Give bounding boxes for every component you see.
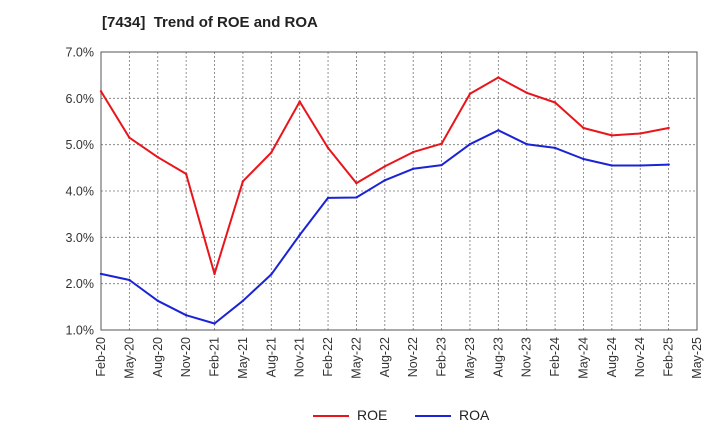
roe-point: [582, 126, 585, 130]
roa-point: [411, 167, 415, 170]
legend-label-roa: ROA: [459, 407, 490, 423]
roa-point: [667, 163, 670, 166]
roa-point: [610, 164, 614, 167]
roa-point: [553, 146, 557, 150]
roe-point: [241, 180, 245, 183]
roe-point: [468, 92, 472, 95]
x-tick-label: May-20: [122, 337, 136, 379]
roe-point: [128, 136, 131, 139]
roa-point: [184, 313, 188, 317]
roa-point: [298, 233, 301, 237]
chart-title: [7434] Trend of ROE and ROA: [102, 14, 318, 31]
x-tick-label: Aug-23: [491, 337, 505, 377]
x-tick-label: Feb-20: [94, 337, 108, 377]
roe-point: [156, 155, 159, 159]
x-tick-label: Feb-24: [548, 337, 562, 377]
plot-area: [100, 51, 698, 331]
legend: ROE ROA: [0, 404, 720, 428]
y-tick-label: 6.0%: [66, 92, 95, 106]
y-tick-label: 5.0%: [66, 138, 95, 152]
x-tick-label: Feb-25: [662, 337, 676, 377]
y-tick-label: 1.0%: [66, 324, 95, 338]
roe-point: [213, 272, 216, 276]
roa-point: [525, 143, 528, 146]
x-tick-label: Nov-22: [406, 337, 420, 377]
x-tick-label: Nov-20: [179, 337, 193, 377]
roe-point: [610, 134, 614, 137]
roa-point: [639, 164, 642, 167]
roa-point: [270, 273, 273, 276]
roe-point: [411, 150, 415, 154]
x-tick-label: Feb-22: [321, 337, 335, 377]
roe-point: [525, 91, 528, 94]
roe-point: [184, 172, 188, 176]
roe-point: [667, 126, 670, 130]
x-tick-label: May-25: [690, 337, 704, 379]
roa-point: [128, 278, 131, 282]
roe-point: [440, 142, 443, 145]
legend-swatch-roa: [415, 415, 451, 417]
roe-point: [553, 101, 557, 104]
roe-point: [326, 146, 330, 150]
x-tick-label: Aug-20: [151, 337, 165, 377]
grid: [101, 52, 697, 330]
roa-point: [440, 163, 443, 167]
roe-point: [355, 181, 358, 185]
x-tick-label: Aug-22: [378, 337, 392, 377]
roa-point: [99, 272, 103, 276]
x-tick-label: Feb-23: [435, 337, 449, 377]
roa-point: [383, 179, 387, 182]
roa-point: [582, 157, 585, 161]
x-tick-label: Nov-24: [633, 337, 647, 377]
roa-point: [355, 196, 358, 199]
legend-label-roe: ROE: [357, 407, 388, 423]
legend-swatch-roe: [313, 415, 349, 417]
roa-point: [241, 299, 245, 303]
roe-point: [639, 132, 642, 135]
x-tick-label: May-22: [349, 337, 363, 379]
y-tick-label: 2.0%: [66, 277, 95, 291]
x-tick-label: Feb-21: [208, 337, 222, 377]
y-axis: 1.0% 2.0% 3.0% 4.0% 5.0% 6.0% 7.0%: [66, 46, 95, 338]
roa-point: [213, 322, 216, 325]
x-tick-label: May-21: [236, 337, 250, 379]
y-tick-label: 7.0%: [66, 46, 95, 60]
roa-point: [468, 143, 472, 146]
roa-point: [497, 129, 500, 132]
roe-point: [99, 90, 103, 93]
roe-point: [270, 151, 273, 154]
x-tick-label: Aug-24: [605, 337, 619, 377]
x-axis: Feb-20 May-20 Aug-20 Nov-20 Feb-21 May-21 Aug-…: [94, 337, 704, 379]
roe-point: [383, 165, 387, 168]
x-tick-label: Aug-21: [264, 337, 278, 377]
roa-point: [156, 299, 159, 303]
x-tick-label: Nov-23: [520, 337, 534, 377]
y-tick-label: 3.0%: [66, 231, 95, 245]
roe-point: [497, 76, 500, 79]
x-tick-label: Nov-21: [293, 337, 307, 377]
series-layer: [99, 76, 670, 325]
roa-point: [326, 196, 330, 200]
y-tick-label: 4.0%: [66, 185, 95, 199]
x-tick-label: May-24: [576, 337, 590, 379]
roe-point: [298, 100, 301, 103]
x-tick-label: May-23: [463, 337, 477, 379]
